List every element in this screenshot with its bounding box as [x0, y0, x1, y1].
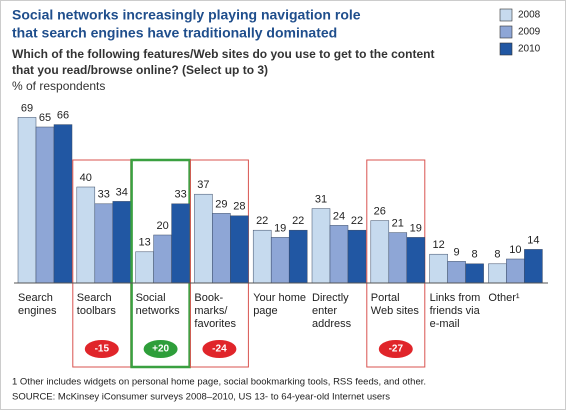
data-label: 20	[156, 220, 168, 232]
change-badge	[202, 340, 237, 358]
data-label: 9	[454, 246, 460, 258]
subtitle: Which of the following features/Web site…	[12, 47, 434, 61]
bar	[252, 229, 272, 284]
bar	[153, 234, 172, 284]
change-label: +20	[152, 344, 169, 355]
bar	[406, 237, 426, 284]
x-tick-label: engines	[18, 305, 57, 317]
x-tick-label: marks/	[194, 305, 228, 317]
data-label: 8	[494, 249, 500, 261]
legend-swatch	[499, 25, 513, 39]
bar	[171, 203, 190, 284]
bar	[212, 213, 231, 284]
data-label: 19	[274, 222, 286, 234]
x-tick-label: Portal	[371, 292, 400, 304]
x-tick-label: Your home	[253, 292, 306, 304]
change-badge	[143, 340, 178, 358]
legend-label: 2008	[518, 10, 541, 21]
change-label: -27	[389, 344, 404, 355]
bar	[388, 232, 408, 284]
data-label: 8	[472, 249, 478, 261]
x-tick-label: Search	[18, 292, 53, 304]
data-label: 22	[351, 215, 363, 227]
bar	[488, 263, 507, 284]
x-tick-label: favorites	[194, 318, 236, 330]
data-label: 66	[57, 110, 69, 122]
bar	[465, 263, 484, 284]
chart-title: that search engines have traditionally d…	[12, 25, 337, 41]
bar	[429, 253, 448, 284]
bar	[17, 117, 37, 284]
data-label: 37	[197, 179, 209, 191]
bar	[76, 186, 96, 284]
data-label: 33	[98, 189, 110, 201]
data-label: 40	[80, 172, 92, 184]
x-tick-label: Links from	[430, 292, 481, 304]
data-label: 26	[374, 206, 386, 218]
x-tick-label: e-mail	[430, 318, 460, 330]
data-label: 10	[509, 244, 521, 256]
x-tick-label: Social	[136, 292, 166, 304]
bar	[53, 124, 73, 284]
legend-label: 2010	[518, 44, 541, 55]
y-label: % of respondents	[12, 79, 105, 93]
data-label: 28	[233, 201, 245, 213]
x-tick-label: enter	[312, 305, 337, 317]
bar	[370, 220, 390, 284]
bar	[288, 229, 308, 284]
bar	[230, 215, 249, 284]
x-tick-label: Book-	[194, 292, 223, 304]
bar	[135, 251, 154, 284]
source: SOURCE: McKinsey iConsumer surveys 2008–…	[12, 392, 390, 403]
bar	[94, 203, 114, 284]
bar	[447, 261, 466, 284]
data-label: 21	[392, 218, 404, 230]
x-tick-label: Search	[77, 292, 112, 304]
bar	[311, 208, 331, 284]
footnote: 1 Other includes widgets on personal hom…	[12, 377, 426, 388]
change-badge	[84, 340, 119, 358]
data-label: 13	[138, 237, 150, 249]
data-label: 31	[315, 194, 327, 206]
x-tick-label: address	[312, 318, 352, 330]
bar	[194, 193, 213, 284]
legend-swatch	[499, 42, 513, 56]
bar	[524, 249, 543, 284]
data-label: 65	[39, 112, 51, 124]
data-label: 69	[21, 102, 33, 114]
chart-title: Social networks increasingly playing nav…	[12, 7, 361, 23]
data-label: 29	[215, 198, 227, 210]
x-tick-label: toolbars	[77, 305, 117, 317]
data-label: 12	[432, 239, 444, 251]
change-badge	[378, 340, 413, 358]
x-tick-label: friends via	[430, 305, 481, 317]
bar	[329, 225, 349, 284]
bar	[506, 258, 525, 284]
bar	[270, 237, 290, 284]
change-label: -24	[212, 344, 227, 355]
change-label: -15	[95, 344, 110, 355]
legend-label: 2009	[518, 27, 541, 38]
x-tick-label: Web sites	[371, 305, 420, 317]
x-tick-label: networks	[136, 305, 181, 317]
data-label: 22	[292, 215, 304, 227]
x-tick-label: Directly	[312, 292, 349, 304]
x-tick-label: page	[253, 305, 277, 317]
data-label: 24	[333, 210, 345, 222]
data-label: 34	[116, 186, 128, 198]
data-label: 14	[527, 234, 539, 246]
data-label: 19	[410, 222, 422, 234]
bar	[112, 201, 132, 284]
subtitle: that you read/browse online? (Select up …	[12, 63, 268, 77]
x-tick-label: Other¹	[488, 292, 520, 304]
bar	[35, 126, 55, 284]
data-label: 22	[256, 215, 268, 227]
bar	[347, 229, 367, 284]
legend-swatch	[499, 8, 513, 22]
data-label: 33	[174, 189, 186, 201]
